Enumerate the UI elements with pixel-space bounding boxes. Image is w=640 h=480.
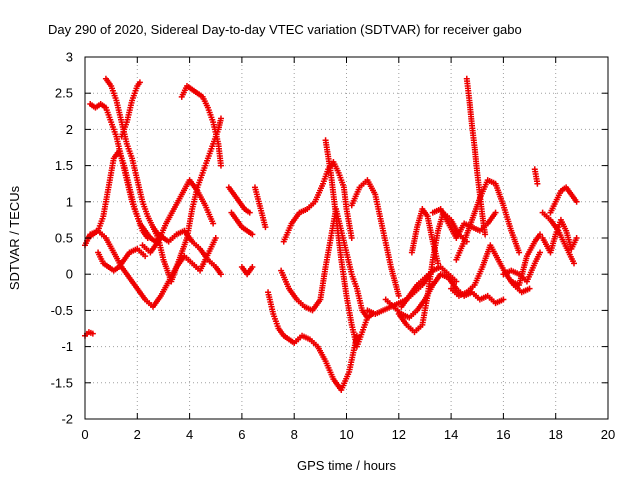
data-point (571, 260, 578, 267)
series-track-14 (238, 263, 256, 278)
series-track-12 (228, 209, 256, 238)
series-track-13 (251, 184, 269, 231)
data-point (249, 231, 256, 238)
y-tick-label: -0.5 (51, 303, 73, 318)
series-track-9 (139, 177, 217, 256)
series-track-18 (322, 137, 371, 350)
x-tick-label: 6 (238, 427, 245, 442)
y-tick-label: 1 (66, 194, 73, 209)
data-point (348, 235, 355, 241)
series-track-27 (453, 177, 523, 263)
x-tick-label: 4 (186, 427, 193, 442)
y-tick-label: 2 (66, 122, 73, 137)
data-point (249, 263, 256, 270)
data-point (217, 271, 224, 278)
axis-ticks: 0 2 4 6 8 10 12 14 16 18 20 -2 -1.5 -1 -0.5 0 0.5 1 1.5 2 2.… (51, 50, 616, 443)
x-tick-label: 12 (392, 427, 406, 442)
chart-title: Day 290 of 2020, Sidereal Day-to-day VTE… (48, 22, 522, 37)
series-track-7 (118, 79, 143, 140)
series-track-19 (348, 177, 402, 299)
data-point (500, 296, 507, 303)
series-track-24 (408, 206, 442, 267)
data-point (537, 249, 544, 256)
y-tick-label: 3 (66, 50, 73, 65)
series-track-31 (531, 166, 541, 187)
series-track-5 (102, 75, 224, 278)
data-point (136, 79, 143, 86)
data-point (573, 235, 580, 241)
data-point (364, 314, 371, 321)
series-track-30 (508, 231, 544, 289)
data-point (492, 209, 499, 216)
y-tick-label: -2 (61, 412, 73, 427)
y-tick-label: 0 (66, 267, 73, 282)
y-tick-label: -1 (61, 339, 73, 354)
data-point (482, 231, 489, 238)
series-track-6 (95, 245, 149, 274)
series-track-34 (547, 184, 580, 216)
y-tick-label: -1.5 (51, 375, 73, 390)
y-tick-label: 2.5 (55, 86, 73, 101)
data-point (395, 292, 402, 299)
x-tick-label: 2 (134, 427, 141, 442)
y-tick-label: 1.5 (55, 158, 73, 173)
x-tick-label: 0 (81, 427, 88, 442)
x-tick-label: 16 (496, 427, 510, 442)
x-tick-label: 14 (444, 427, 458, 442)
data-point (212, 235, 219, 241)
data-point (144, 235, 151, 241)
data-points (82, 75, 580, 394)
series-track-29 (500, 249, 544, 285)
data-point (435, 260, 442, 267)
data-point (217, 162, 224, 169)
series-track-10 (178, 82, 224, 169)
data-point (210, 220, 217, 227)
data-point (262, 224, 269, 231)
series-track-16 (280, 158, 355, 245)
data-point (453, 278, 460, 285)
x-tick-label: 18 (548, 427, 562, 442)
series-track-15 (265, 289, 360, 394)
x-tick-label: 8 (291, 427, 298, 442)
data-point (217, 115, 224, 122)
data-point (534, 180, 541, 187)
data-point (516, 249, 523, 256)
x-axis-label: GPS time / hours (297, 458, 396, 473)
y-axis-label: SDTVAR / TECUs (7, 185, 22, 290)
x-tick-label: 10 (339, 427, 353, 442)
data-point (246, 209, 253, 216)
y-tick-label: 0.5 (55, 231, 73, 246)
series-track-17 (278, 206, 376, 321)
series-track-3 (82, 329, 96, 339)
data-point (142, 253, 149, 260)
series-track-4 (87, 101, 151, 241)
series-track-33 (539, 216, 580, 256)
data-point (573, 198, 580, 205)
x-tick-label: 20 (601, 427, 615, 442)
series-track-11 (225, 184, 253, 216)
data-point (526, 285, 533, 292)
data-point (89, 330, 96, 337)
data-point (537, 231, 544, 238)
